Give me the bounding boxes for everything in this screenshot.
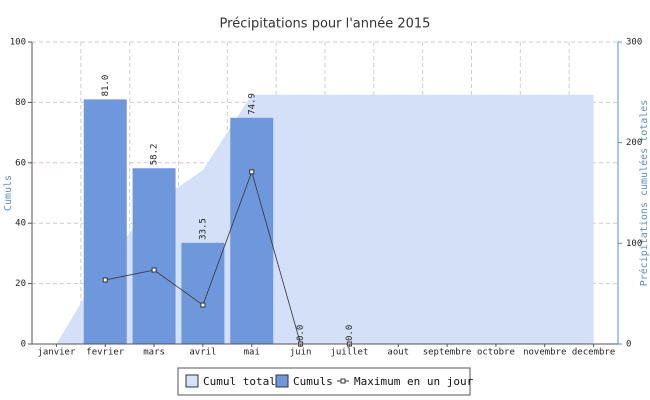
value-label: 58.2 (150, 144, 160, 166)
legend-swatch (275, 374, 289, 388)
value-label: 81.0 (101, 75, 111, 97)
legend-swatch (185, 374, 199, 388)
y2-tick-label: 0 (626, 340, 631, 350)
y-tick-label: 60 (15, 158, 26, 168)
line-marker (102, 277, 108, 283)
y2-tick-label: 100 (626, 239, 642, 249)
x-tick-label: octobre (477, 348, 515, 358)
x-tick-label: mai (244, 348, 260, 358)
y-tick-label: 40 (15, 219, 26, 229)
line-marker (249, 169, 255, 175)
y-axis-title: Cumuls (3, 175, 14, 211)
x-tick-label: janvier (37, 348, 76, 358)
value-label: 33.5 (198, 218, 208, 240)
x-tick-label: avril (189, 348, 216, 358)
y-tick-label: 80 (15, 98, 26, 108)
bar (83, 99, 127, 344)
x-tick-label: juin (290, 348, 312, 358)
y2-tick-label: 300 (626, 38, 642, 48)
y2-tick-label: 200 (626, 138, 642, 148)
line-marker (200, 302, 206, 308)
y-tick-label: 0 (21, 340, 26, 350)
value-label: 74.9 (247, 93, 257, 115)
legend-label: Cumuls (293, 375, 333, 388)
x-tick-label: mars (143, 348, 165, 358)
bar (132, 168, 176, 344)
value-label: 0.0 (296, 325, 306, 341)
x-tick-label: decembre (572, 348, 615, 358)
x-tick-label: fevrier (86, 348, 125, 358)
x-tick-label: aout (387, 348, 409, 358)
bar (230, 117, 274, 344)
bar (181, 242, 225, 344)
y-tick-label: 100 (10, 38, 26, 48)
chart-title: Précipitations pour l'année 2015 (220, 17, 431, 32)
x-tick-label: juillet (330, 348, 368, 358)
line-marker (151, 267, 157, 273)
x-tick-label: novembre (523, 348, 566, 358)
legend-marker (340, 378, 346, 384)
y-tick-label: 20 (15, 279, 26, 289)
legend-box (177, 367, 471, 396)
legend-label: Cumul total (203, 375, 276, 388)
x-tick-label: septembre (423, 348, 472, 358)
y2-axis-title: Précipitations cumulées totales (638, 100, 650, 287)
value-label: 0.0 (345, 325, 355, 341)
legend-label: Maximum en un jour (354, 375, 474, 388)
